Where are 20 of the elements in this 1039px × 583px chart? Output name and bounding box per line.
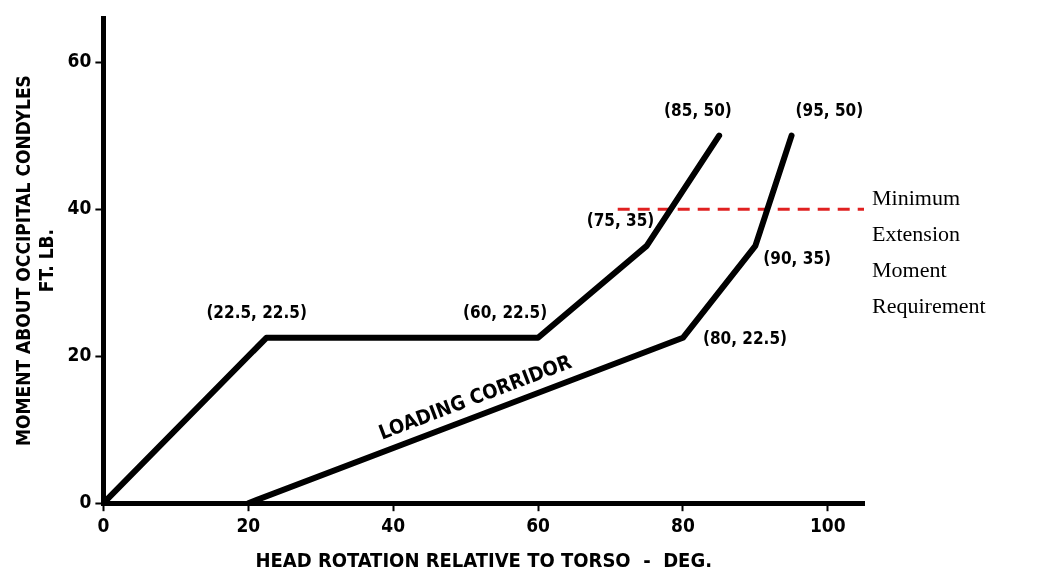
x-tick-label: 100 [809,513,846,536]
annotation: (90, 35) [763,248,832,269]
annotation: (60, 22.5) [463,302,548,323]
annotation: (95, 50) [795,100,864,121]
y-tick-label: 40 [67,196,92,219]
x-tick-label: 40 [381,513,406,536]
x-tick-label: 80 [671,513,695,536]
annotation: (22.5, 22.5) [206,302,307,323]
y-tick-label: 0 [79,490,92,513]
y-tick-label: 60 [67,49,92,72]
x-tick-label: 0 [97,513,110,536]
annotation: (80, 22.5) [702,328,788,349]
x-tick-label: 60 [526,513,551,536]
annotation: (85, 50) [664,100,732,121]
series-label: Minimum Extension Moment Requirement [872,184,986,318]
x-tick-label: 20 [236,513,261,536]
x-axis-title: HEAD ROTATION RELATIVE TO TORSO - DEG. [255,548,712,573]
annotation: (75, 35) [586,210,655,231]
y-axis-title: MOMENT ABOUT OCCIPITAL CONDYLES FT. LB. [12,75,58,447]
y-tick-label: 20 [67,343,92,366]
